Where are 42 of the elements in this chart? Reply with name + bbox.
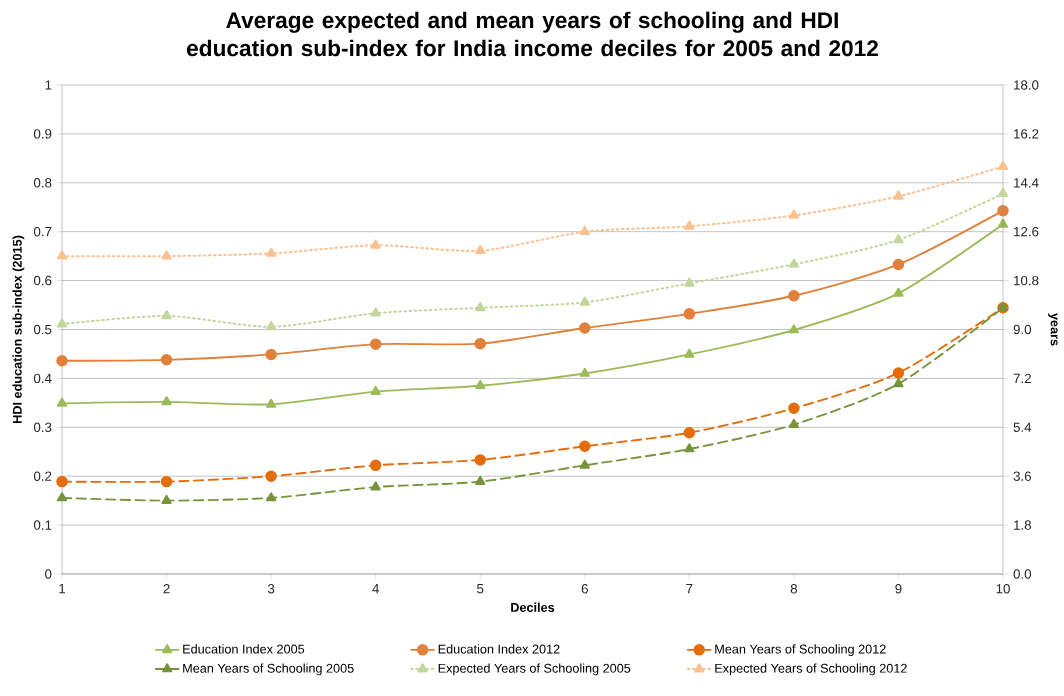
x-tick-label: 7 bbox=[686, 584, 693, 594]
y2-axis-title: years bbox=[1048, 313, 1058, 346]
x-tick-label: 8 bbox=[790, 584, 798, 594]
y-axis-title: HDI education sub-index (2015) bbox=[12, 235, 25, 423]
legend-label: Expected Years of Schooling 2005 bbox=[438, 663, 631, 676]
x-tick-label: 3 bbox=[267, 584, 275, 594]
y2-tick-label: 14.4 bbox=[1014, 178, 1039, 188]
y2-tick-label: 9.0 bbox=[1013, 324, 1032, 335]
legend-label: Expected Years of Schooling 2012 bbox=[715, 663, 907, 676]
y2-tick-label: 18.0 bbox=[1014, 80, 1039, 90]
legend-label: Mean Years of Schooling 2005 bbox=[183, 663, 354, 676]
y-tick-label: 0.1 bbox=[33, 520, 52, 530]
y2-tick-label: 12.6 bbox=[1014, 226, 1039, 237]
x-tick-label: 4 bbox=[372, 584, 379, 594]
y2-tick-label: 0.0 bbox=[1013, 569, 1032, 579]
y-tick-label: 0.9 bbox=[33, 129, 52, 139]
y2-tick-label: 16.2 bbox=[1014, 129, 1039, 139]
x-tick-label: 5 bbox=[477, 584, 484, 594]
x-tick-label: 10 bbox=[996, 584, 1010, 594]
y-tick-label: 0.5 bbox=[33, 324, 52, 335]
y2-tick-label: 1.8 bbox=[1014, 520, 1031, 530]
y-tick-label: 0.3 bbox=[33, 422, 52, 432]
y2-tick-label: 5.4 bbox=[1013, 422, 1032, 432]
x-tick-label: 6 bbox=[581, 584, 588, 594]
y2-tick-label: 3.6 bbox=[1013, 471, 1031, 481]
legend-label: Mean Years of Schooling 2012 bbox=[715, 644, 886, 657]
y-tick-label: 1 bbox=[45, 80, 52, 90]
legend-label: Education Index 2005 bbox=[183, 644, 305, 654]
y-tick-label: 0.6 bbox=[33, 275, 52, 286]
y2-tick-label: 10.8 bbox=[1014, 275, 1039, 286]
x-axis-title: Deciles bbox=[511, 602, 555, 612]
chart-title: Average expected and mean years of schooling and HDI education sub-index for India income deciles for 2005 and 2012 bbox=[187, 11, 878, 57]
y2-tick-label: 7.2 bbox=[1013, 373, 1031, 384]
legend-label: Education Index 2012 bbox=[438, 644, 560, 654]
y-tick-label: 0.7 bbox=[33, 226, 52, 237]
y-tick-label: 0.8 bbox=[33, 178, 52, 188]
y-tick-label: 0.4 bbox=[33, 373, 52, 384]
y-tick-label: 0 bbox=[45, 569, 52, 579]
y-tick-label: 0.2 bbox=[33, 471, 52, 481]
x-tick-label: 1 bbox=[59, 584, 66, 594]
x-tick-label: 9 bbox=[895, 584, 902, 594]
x-tick-label: 2 bbox=[163, 584, 170, 594]
